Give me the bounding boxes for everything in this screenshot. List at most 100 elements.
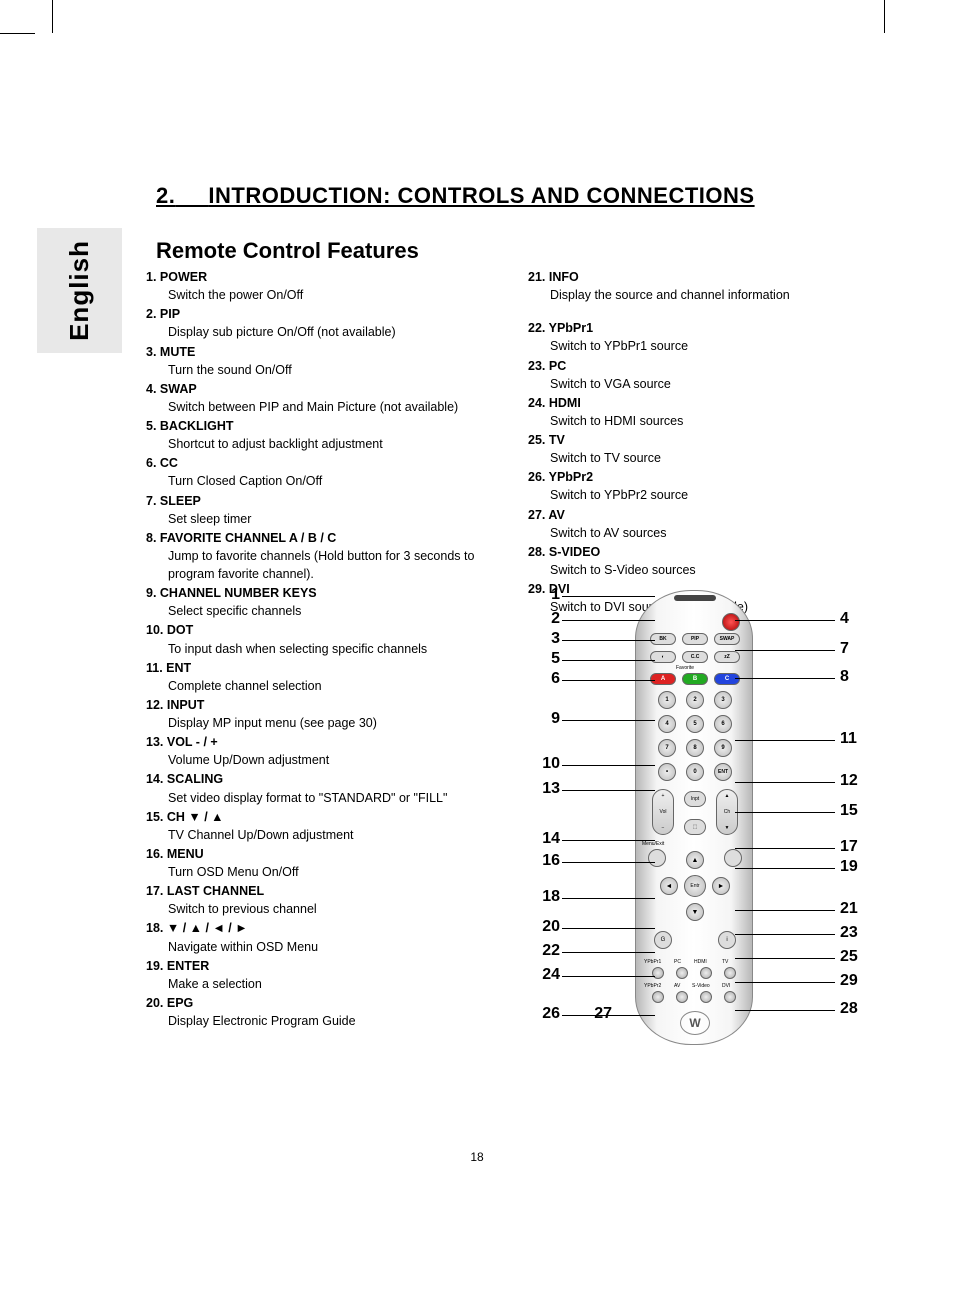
- feature-number: 8.: [146, 531, 160, 545]
- feature-item: 8. FAVORITE CHANNEL A / B / CJump to fav…: [146, 529, 506, 583]
- callout-line: [735, 934, 835, 935]
- feature-number: 3.: [146, 345, 160, 359]
- num-0: 0: [686, 763, 704, 781]
- feature-number: 13.: [146, 735, 167, 749]
- feature-item: 5. BACKLIGHTShortcut to adjust backlight…: [146, 417, 506, 453]
- language-label: English: [64, 240, 95, 341]
- callout-number: 19: [840, 858, 858, 876]
- callout-line: [562, 898, 655, 899]
- feature-item: 20. EPGDisplay Electronic Program Guide: [146, 994, 506, 1030]
- callout-line: [562, 840, 655, 841]
- feature-title: CH ▼ / ▲: [167, 810, 224, 824]
- callout-number: 7: [840, 640, 849, 658]
- feature-title: PIP: [160, 307, 180, 321]
- callout-line: [735, 782, 835, 783]
- section-heading: 2. INTRODUCTION: CONTROLS AND CONNECTION…: [156, 183, 755, 209]
- feature-title: ENT: [166, 661, 191, 675]
- feature-item: 18. ▼ / ▲ / ◄ / ►Navigate within OSD Men…: [146, 919, 506, 955]
- fav-b-button: B: [682, 673, 708, 685]
- feature-desc: Select specific channels: [146, 602, 506, 620]
- feature-number: 18.: [146, 921, 167, 935]
- dpad-up: ▲: [686, 851, 704, 869]
- callout-line: [735, 740, 835, 741]
- callout-line: [562, 660, 655, 661]
- feature-item: 25. TVSwitch to TV source: [528, 431, 888, 467]
- feature-desc: Switch between PIP and Main Picture (not…: [146, 398, 506, 416]
- feature-item: 19. ENTERMake a selection: [146, 957, 506, 993]
- callout-number: 28: [840, 1000, 858, 1018]
- callout-number: 9: [530, 710, 560, 728]
- callout-line: [735, 650, 835, 651]
- feature-title: INPUT: [167, 698, 205, 712]
- num-4: 4: [658, 715, 676, 733]
- callout-line: [735, 812, 835, 813]
- src-ypbpr2: [652, 991, 664, 1003]
- feature-item: 28. S-VIDEOSwitch to S-Video sources: [528, 543, 888, 579]
- feature-title: CC: [160, 456, 178, 470]
- callout-number: 22: [530, 942, 560, 960]
- callout-number: 11: [840, 730, 857, 748]
- callout-number: 16: [530, 852, 560, 870]
- epg-button: G: [654, 931, 672, 949]
- callout-number: 18: [530, 888, 560, 906]
- callout-line: [562, 640, 655, 641]
- language-tab: English: [37, 228, 122, 353]
- feature-desc: Switch to previous channel: [146, 900, 506, 918]
- callout-line: [562, 596, 655, 597]
- feature-desc: Display Electronic Program Guide: [146, 1012, 506, 1030]
- brand-logo: W: [680, 1011, 710, 1035]
- sleep-button: zZ: [714, 651, 740, 663]
- swap-button: SWAP: [714, 633, 740, 645]
- callout-line: [735, 958, 835, 959]
- feature-item: 2. PIPDisplay sub picture On/Off (not av…: [146, 305, 506, 341]
- feature-desc: Complete channel selection: [146, 677, 506, 695]
- num-5: 5: [686, 715, 704, 733]
- feature-item: 4. SWAPSwitch between PIP and Main Pictu…: [146, 380, 506, 416]
- callout-line: [735, 848, 835, 849]
- feature-desc: Set sleep timer: [146, 510, 506, 528]
- callout-number: 4: [840, 610, 849, 628]
- cc-button: C.C: [682, 651, 708, 663]
- feature-desc: Navigate within OSD Menu: [146, 938, 506, 956]
- callout-number: 21: [840, 900, 858, 918]
- feature-item: 13. VOL - / +Volume Up/Down adjustment: [146, 733, 506, 769]
- src-av: [676, 991, 688, 1003]
- power-button: [722, 613, 740, 631]
- callout-line: [562, 765, 655, 766]
- feature-desc: TV Channel Up/Down adjustment: [146, 826, 506, 844]
- callout-line: [735, 1010, 835, 1011]
- callout-number: 29: [840, 972, 858, 990]
- feature-list-left: 1. POWERSwitch the power On/Off2. PIPDis…: [146, 268, 506, 1031]
- callout-line: [735, 868, 835, 869]
- feature-title: FAVORITE CHANNEL A / B / C: [160, 531, 336, 545]
- feature-title: ENTER: [167, 959, 209, 973]
- callout-number: 15: [840, 802, 858, 820]
- feature-number: 2.: [146, 307, 160, 321]
- backlight-button: BK: [650, 633, 676, 645]
- feature-number: 15.: [146, 810, 167, 824]
- src-dvi: [724, 991, 736, 1003]
- feature-number: 4.: [146, 382, 160, 396]
- feature-desc: Turn the sound On/Off: [146, 361, 506, 379]
- feature-title: DOT: [167, 623, 193, 637]
- info-button: i: [718, 931, 736, 949]
- callout-number: 23: [840, 924, 858, 942]
- pip-button: PIP: [682, 633, 708, 645]
- callout-line: [735, 982, 835, 983]
- input-button: Inpt: [684, 791, 706, 807]
- feature-title: BACKLIGHT: [160, 419, 234, 433]
- vol-rocker: +Vol−: [652, 789, 674, 835]
- section-number: 2.: [156, 183, 175, 208]
- feature-item: 21. INFODisplay the source and channel i…: [528, 268, 888, 304]
- num-dot: •: [658, 763, 676, 781]
- crop-mark: [52, 0, 53, 33]
- feature-number: 7.: [146, 494, 160, 508]
- num-3: 3: [714, 691, 732, 709]
- feature-title: SLEEP: [160, 494, 201, 508]
- callout-number: 26: [530, 1005, 560, 1023]
- src-ypbpr1: [652, 967, 664, 979]
- callout-number: 3: [530, 630, 560, 648]
- callout-number: 2: [530, 610, 560, 628]
- callout-line: [610, 1015, 655, 1016]
- feature-item: 15. CH ▼ / ▲ TV Channel Up/Down adjustmen…: [146, 808, 506, 844]
